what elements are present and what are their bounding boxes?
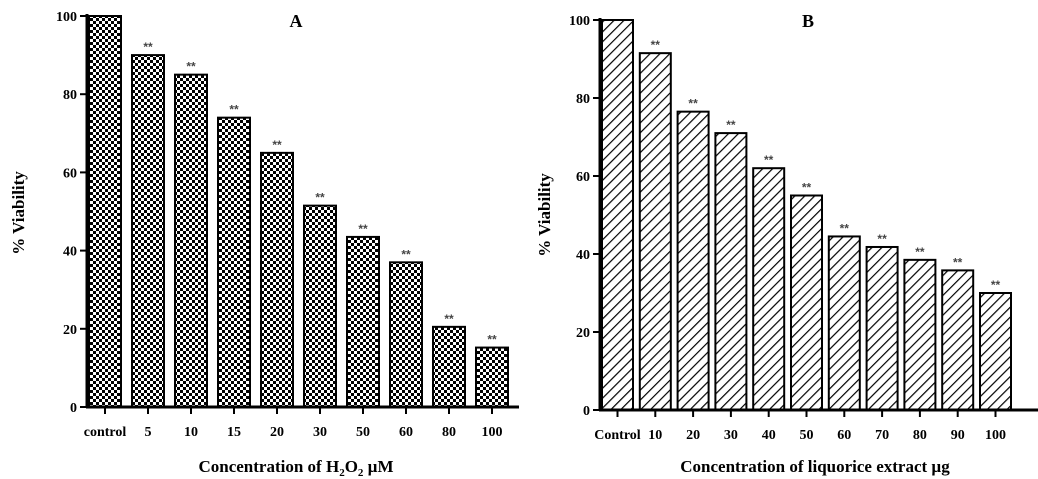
y-tick-label: 80	[63, 88, 77, 103]
significance-marker: **	[315, 191, 325, 205]
bar-100	[979, 292, 1012, 411]
bar-5	[131, 54, 165, 408]
x-tick-label: 80	[442, 425, 456, 440]
bar-60	[389, 261, 423, 408]
x-tick-label: 50	[800, 428, 814, 443]
x-tick-label: 5	[145, 425, 152, 440]
y-tick-label: 0	[70, 401, 77, 416]
bar-15	[217, 116, 251, 408]
bar-control	[88, 15, 122, 408]
x-tick-label: 20	[270, 425, 284, 440]
x-tick-label: 50	[356, 425, 370, 440]
x-tick-label: 10	[184, 425, 198, 440]
x-tick-label: 30	[313, 425, 327, 440]
significance-marker: **	[726, 118, 736, 132]
significance-marker: **	[915, 245, 925, 259]
bar-100	[475, 346, 509, 408]
x-tick-label: 70	[875, 428, 889, 443]
panel-label-a: A	[290, 11, 303, 31]
bar-90	[941, 269, 975, 411]
y-axis-title-a: % Viability	[9, 171, 28, 255]
x-title-a-part2: O	[345, 457, 358, 476]
y-tick-label: 0	[583, 404, 590, 419]
y-tick-label: 60	[576, 170, 590, 185]
significance-marker: **	[953, 255, 963, 269]
bar-80	[903, 258, 937, 411]
bar-control	[601, 19, 634, 411]
x-tick-label: Control	[594, 428, 641, 443]
x-tick-label: control	[84, 425, 127, 440]
y-tick-label: 60	[63, 166, 77, 181]
bar-60	[827, 235, 861, 411]
bar-20	[676, 110, 710, 412]
x-tick-label: 60	[399, 425, 413, 440]
significance-marker: **	[444, 312, 454, 326]
significance-marker: **	[143, 40, 153, 54]
bar-50	[790, 194, 823, 411]
x-tick-label: 80	[913, 428, 927, 443]
significance-marker: **	[229, 103, 239, 117]
significance-marker: **	[991, 278, 1001, 292]
y-tick-label: 100	[56, 10, 77, 25]
significance-marker: **	[764, 153, 774, 167]
bar-40	[752, 167, 786, 411]
x-title-a-sub1: 2	[339, 467, 345, 479]
x-tick-label: 30	[724, 428, 738, 443]
significance-marker: **	[401, 247, 411, 261]
panel-label-b: B	[802, 11, 814, 31]
significance-marker: **	[272, 138, 282, 152]
significance-marker: **	[487, 333, 497, 347]
significance-marker: **	[186, 60, 196, 74]
bar-30	[714, 132, 748, 411]
chart-panel-a: control ** 5 ** 10 ** 15 ** 20 ** 30 ** 50 ** 60 ** 80 **…	[56, 10, 519, 440]
x-tick-label: 15	[227, 425, 241, 440]
y-tick-label: 80	[576, 92, 590, 107]
significance-marker: **	[688, 97, 698, 111]
bar-10	[174, 73, 208, 409]
x-axis-title-b: Concentration of liquorice extract µg	[680, 457, 950, 476]
y-tick-label: 20	[576, 326, 590, 341]
significance-marker: **	[651, 38, 661, 52]
y-tick-label: 20	[63, 323, 77, 338]
x-tick-label: 20	[686, 428, 700, 443]
x-tick-label: 100	[482, 425, 503, 440]
x-title-a-part1: Concentration of H	[198, 457, 339, 476]
x-tick-label: 10	[648, 428, 662, 443]
bar-30	[303, 204, 337, 408]
bar-10	[638, 52, 672, 412]
x-title-a-sub2: 2	[358, 467, 364, 479]
significance-marker: **	[802, 181, 812, 195]
significance-marker: **	[840, 221, 850, 235]
bar-80	[432, 325, 466, 408]
x-tick-label: 90	[951, 428, 965, 443]
x-title-a-part3: µM	[363, 457, 393, 476]
significance-marker: **	[877, 232, 887, 246]
y-tick-label: 40	[63, 245, 77, 260]
bar-70	[865, 245, 899, 411]
significance-marker: **	[358, 222, 368, 236]
chart-panel-b: Control ** 10 ** 20 ** 30 ** 40 ** 50 ** 60 ** 70 ** 80 *…	[569, 14, 1038, 443]
x-tick-label: 40	[762, 428, 776, 443]
bar-20	[260, 151, 294, 408]
bar-50	[346, 235, 380, 408]
y-axis-title-b: % Viability	[535, 173, 554, 257]
y-tick-label: 40	[576, 248, 590, 263]
x-axis-title-a: Concentration of H2O2 µM	[198, 457, 393, 479]
x-tick-label: 60	[837, 428, 851, 443]
y-tick-label: 100	[569, 14, 590, 29]
x-tick-label: 100	[985, 428, 1006, 443]
